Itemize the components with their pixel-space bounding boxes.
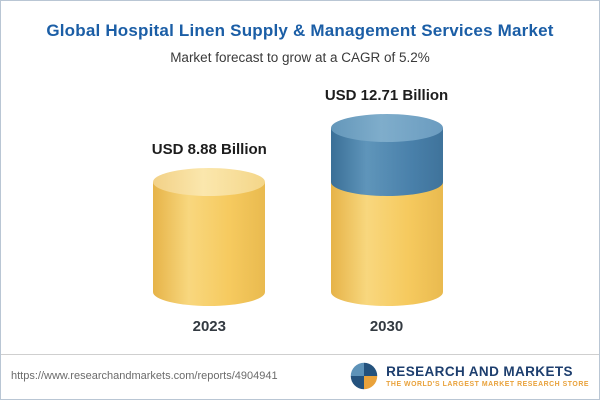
- cylinder-2030-base-segment: [330, 182, 443, 306]
- chart-header: Global Hospital Linen Supply & Managemen…: [1, 1, 599, 65]
- report-url: https://www.researchandmarkets.com/repor…: [11, 370, 278, 382]
- cylinder-2023: [153, 168, 266, 306]
- category-label-2023: 2023: [192, 318, 226, 335]
- cylinder-2023-body: [153, 168, 266, 306]
- logo-text-block: RESEARCH AND MARKETS THE WORLD'S LARGEST…: [386, 364, 589, 388]
- bar-group-2030: USD 12.71 Billion 2030: [325, 87, 448, 335]
- bar-group-2023: USD 8.88 Billion 2023: [152, 141, 267, 335]
- category-label-2030: 2030: [369, 318, 404, 335]
- cylinder-2030-top-ellipse: [330, 114, 443, 142]
- logo-name: RESEARCH AND MARKETS: [386, 364, 573, 379]
- value-label-2030: USD 12.71 Billion: [324, 87, 449, 104]
- cylinder-2023-top-ellipse: [153, 168, 266, 196]
- footer-bar: https://www.researchandmarkets.com/repor…: [1, 354, 599, 399]
- chart-title: Global Hospital Linen Supply & Managemen…: [46, 21, 554, 40]
- research-and-markets-logo-icon: [350, 362, 378, 390]
- research-and-markets-logo: RESEARCH AND MARKETS THE WORLD'S LARGEST…: [349, 361, 589, 391]
- chart-subtitle: Market forecast to grow at a CAGR of 5.2…: [170, 50, 430, 65]
- cylinder-2030: [330, 114, 443, 306]
- cylinder-2030-growth-segment: [330, 114, 443, 196]
- logo-tagline: THE WORLD'S LARGEST MARKET RESEARCH STOR…: [386, 381, 589, 388]
- chart-area: USD 8.88 Billion 2023 USD 12.71 Billion …: [1, 79, 599, 335]
- value-label-2023: USD 8.88 Billion: [151, 141, 267, 158]
